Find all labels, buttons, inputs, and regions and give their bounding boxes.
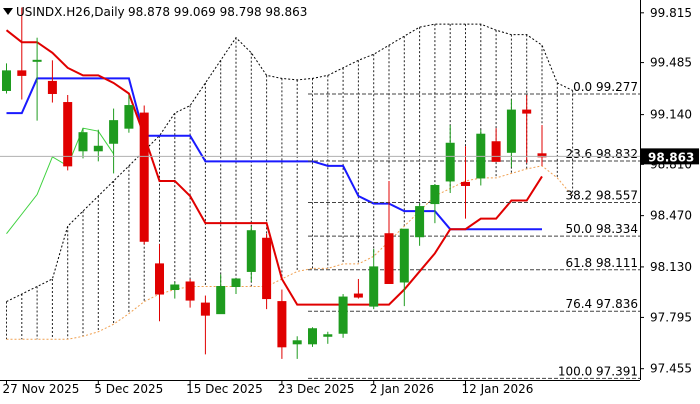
candle-body [353, 293, 363, 298]
candle-body [491, 141, 501, 162]
x-tick-label: 5 Dec 2025 [94, 382, 163, 396]
candle-body [155, 263, 164, 295]
candle-body [308, 328, 317, 345]
candles [2, 7, 547, 359]
candle-body [262, 237, 272, 300]
indicator-lines [5, 29, 543, 306]
current-price-tag [641, 148, 699, 165]
y-tick-label: 97.795 [650, 310, 692, 324]
candle-body [109, 120, 119, 144]
candle-body [430, 184, 440, 205]
candle-body [47, 80, 57, 94]
candle-body [522, 109, 532, 114]
candle-body [277, 301, 287, 348]
candle-body [124, 105, 134, 129]
y-tick-label: 99.140 [650, 108, 692, 122]
y-tick-label: 99.485 [650, 56, 692, 70]
x-tick-label: 27 Nov 2025 [3, 382, 80, 396]
chikou-span-line [6, 127, 115, 235]
candle-body [170, 284, 180, 291]
candle-body [445, 142, 455, 182]
candle-body [93, 145, 103, 152]
candle-body [506, 109, 516, 153]
candle-body [200, 302, 210, 316]
y-tick-label: 99.815 [650, 6, 692, 20]
fib-level-label: 0.0 99.277 [573, 80, 638, 94]
current-price-label: 98.863 [648, 150, 694, 164]
y-tick-label: 98.470 [650, 209, 692, 223]
candle-body [338, 296, 348, 334]
candle-body [323, 334, 333, 337]
fib-level-label: 38.2 98.557 [565, 189, 638, 203]
senkou-span-a-line [6, 23, 573, 303]
senkou-span-b-line [6, 165, 573, 340]
x-tick-label: 12 Jan 2026 [462, 382, 534, 396]
x-tick-label: 15 Dec 2025 [186, 382, 263, 396]
fib-level-label: 100.0 97.391 [558, 364, 638, 378]
x-tick-label: 2 Jan 2026 [370, 382, 434, 396]
candle-body [185, 281, 195, 301]
fib-level-label: 50.0 98.334 [565, 222, 638, 236]
y-tick-label: 97.455 [650, 362, 692, 376]
candle-body [17, 70, 27, 76]
fib-level-label: 61.8 98.111 [565, 256, 638, 270]
candle-body [246, 230, 256, 272]
fib-level-label: 23.6 98.832 [565, 147, 638, 161]
x-tick-label: 23 Dec 2025 [278, 382, 355, 396]
collapse-triangle-icon[interactable] [3, 8, 13, 15]
tenkan-sen-line [6, 77, 542, 231]
candle-body [2, 70, 11, 91]
candle-body [461, 181, 470, 186]
candle-body [399, 228, 409, 283]
axes: 99.81599.48599.14098.81098.47098.13097.7… [0, 0, 699, 396]
ohlc-values: 98.878 99.069 98.798 98.863 [128, 5, 307, 19]
symbol-label: USINDX.H26,Daily [16, 5, 125, 19]
candle-body [231, 278, 241, 288]
candle-body [63, 102, 73, 167]
candle-body [139, 112, 149, 242]
candle-body [384, 233, 394, 284]
fibonacci-levels: 0.0 99.277 23.6 98.832 38.2 98.557 50.0 98.… [308, 80, 640, 379]
candle-body [32, 59, 42, 62]
candle-body [216, 286, 226, 315]
y-tick-label: 98.130 [650, 260, 692, 274]
candle-body [292, 340, 302, 345]
fib-level-label: 76.4 97.836 [565, 297, 638, 311]
candle-body [78, 132, 88, 152]
candle-body [415, 206, 425, 238]
candle-body [369, 266, 379, 307]
kijun-sen-line [5, 29, 543, 306]
chart-header: USINDX.H26,Daily 98.878 99.069 98.798 98… [3, 5, 307, 19]
